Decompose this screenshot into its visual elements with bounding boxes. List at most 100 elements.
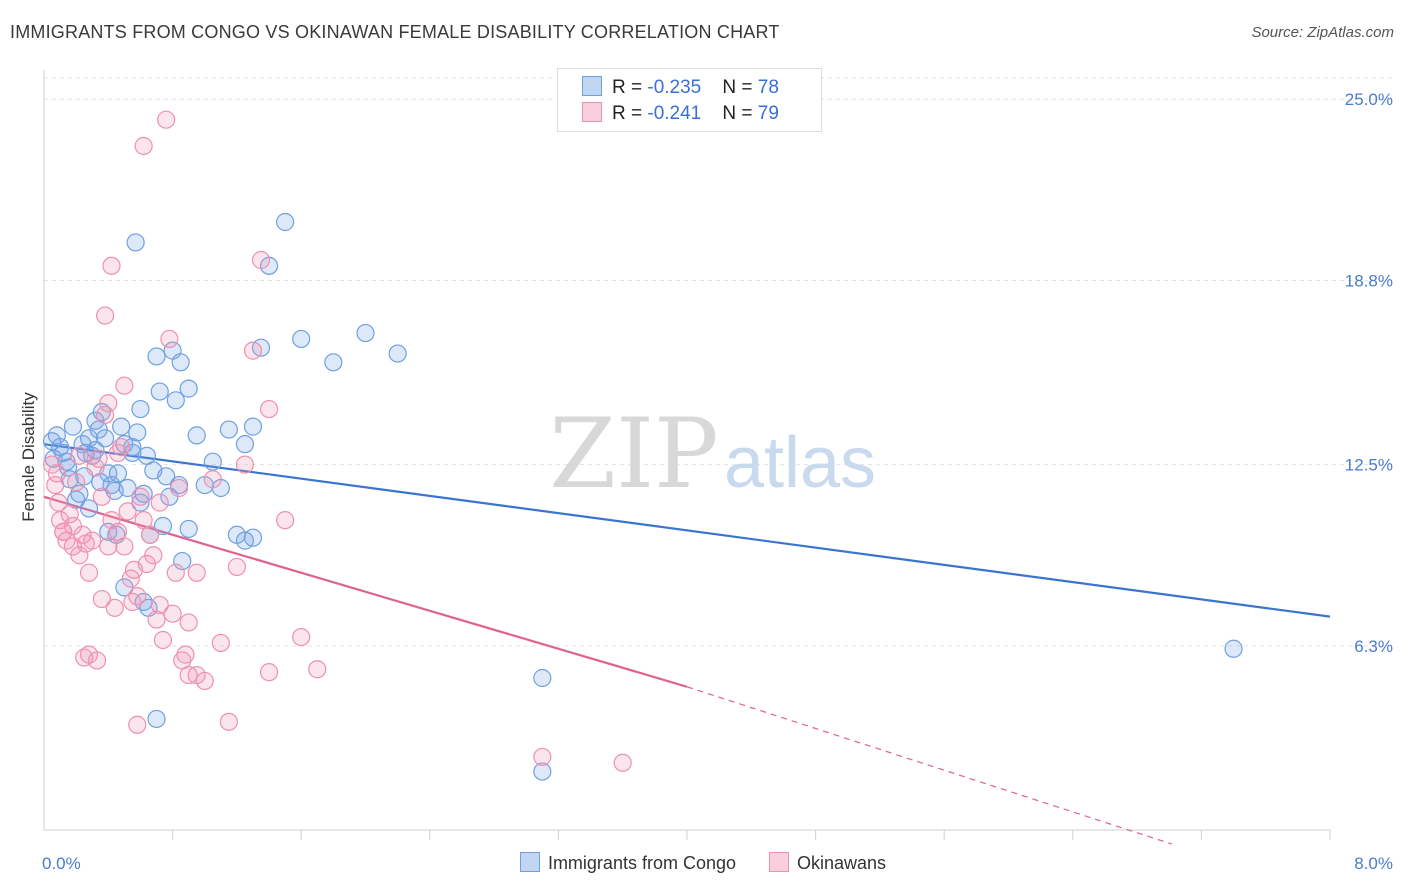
point-okinawans bbox=[150, 595, 169, 615]
point-okinawans bbox=[70, 546, 89, 565]
point-okinawans bbox=[128, 587, 147, 606]
data-points bbox=[42, 110, 1243, 781]
point-congo bbox=[63, 417, 83, 436]
point-okinawans bbox=[95, 306, 115, 325]
point-okinawans bbox=[67, 473, 86, 492]
point-congo bbox=[388, 344, 407, 363]
point-okinawans bbox=[147, 610, 166, 629]
point-congo bbox=[91, 473, 110, 492]
point-congo bbox=[153, 516, 173, 536]
point-okinawans bbox=[259, 663, 279, 682]
point-okinawans bbox=[179, 665, 198, 685]
watermark-zip: ZIP bbox=[549, 398, 718, 510]
legend-r-label: R = bbox=[612, 77, 648, 98]
legend-row-okinawans: R = -0.241 N = 79 bbox=[582, 102, 779, 126]
point-okinawans bbox=[179, 613, 198, 632]
y-tick-labels: 6.3% 12.5% 18.8% 25.0% bbox=[1345, 90, 1393, 656]
point-congo bbox=[112, 417, 131, 436]
point-okinawans bbox=[235, 455, 255, 474]
point-okinawans bbox=[251, 250, 271, 270]
legend-n-value-congo: 78 bbox=[757, 77, 779, 98]
point-okinawans bbox=[79, 563, 99, 582]
point-congo bbox=[126, 233, 145, 252]
point-congo bbox=[235, 435, 255, 454]
point-okinawans bbox=[144, 546, 163, 565]
point-congo bbox=[292, 329, 311, 349]
point-okinawans bbox=[243, 341, 263, 360]
stats-legend: R = -0.235 N = 78 R = -0.241 N = 79 bbox=[557, 68, 822, 132]
point-congo bbox=[203, 452, 222, 471]
legend-r-value-congo: -0.235 bbox=[647, 77, 702, 98]
point-okinawans bbox=[153, 630, 173, 650]
legend-r-value-okinawans: -0.241 bbox=[647, 103, 702, 124]
point-okinawans bbox=[187, 563, 206, 582]
point-okinawans bbox=[219, 712, 238, 731]
x-tick-label: 0.0% bbox=[42, 854, 81, 873]
point-congo bbox=[79, 499, 99, 518]
axes bbox=[43, 70, 1331, 840]
y-axis-label: Female Disability bbox=[19, 392, 38, 522]
point-okinawans bbox=[92, 589, 111, 609]
point-congo bbox=[166, 391, 185, 410]
point-okinawans bbox=[308, 660, 327, 679]
point-okinawans bbox=[533, 747, 552, 767]
point-okinawans bbox=[89, 449, 108, 468]
point-congo bbox=[356, 323, 375, 343]
point-congo bbox=[70, 484, 89, 503]
legend-label-congo: Immigrants from Congo bbox=[547, 853, 736, 873]
point-okinawans bbox=[276, 511, 295, 530]
point-okinawans bbox=[157, 110, 176, 129]
point-congo bbox=[173, 551, 192, 571]
point-okinawans bbox=[118, 502, 137, 521]
point-okinawans bbox=[176, 645, 195, 664]
point-congo bbox=[123, 443, 142, 463]
legend-swatch-okinawans bbox=[769, 852, 790, 872]
point-okinawans bbox=[54, 522, 73, 541]
point-congo bbox=[179, 519, 198, 539]
point-congo bbox=[533, 668, 552, 688]
point-okinawans bbox=[102, 511, 121, 530]
point-okinawans bbox=[131, 487, 150, 506]
point-okinawans bbox=[42, 455, 62, 474]
point-okinawans bbox=[115, 376, 134, 395]
point-congo bbox=[187, 426, 206, 445]
point-congo bbox=[533, 762, 552, 781]
point-congo bbox=[157, 467, 176, 486]
point-okinawans bbox=[99, 537, 118, 556]
point-okinawans bbox=[211, 633, 230, 653]
point-congo bbox=[235, 531, 255, 550]
trend-line-okinawans-extension bbox=[686, 686, 1172, 845]
watermark: ZIP atlas bbox=[549, 398, 876, 510]
trend-line-okinawans bbox=[43, 495, 688, 688]
point-okinawans bbox=[105, 598, 124, 617]
point-congo bbox=[118, 478, 137, 498]
legend-r-label: R = bbox=[612, 103, 648, 124]
legend-n-label: N = bbox=[722, 77, 758, 98]
legend-swatch-congo bbox=[582, 76, 602, 96]
legend-swatch-okinawans bbox=[582, 102, 602, 122]
point-okinawans bbox=[169, 478, 189, 498]
point-congo bbox=[99, 522, 118, 541]
point-congo bbox=[147, 709, 166, 729]
legend-n-label: N = bbox=[722, 103, 758, 124]
series-legend: Immigrants from Congo Okinawans bbox=[0, 852, 1406, 874]
point-okinawans bbox=[95, 405, 115, 425]
point-okinawans bbox=[166, 563, 185, 582]
point-okinawans bbox=[140, 525, 160, 544]
point-okinawans bbox=[60, 505, 79, 524]
x-tick-label: 8.0% bbox=[1354, 854, 1393, 873]
point-okinawans bbox=[613, 753, 632, 772]
point-okinawans bbox=[128, 715, 147, 734]
point-okinawans bbox=[292, 627, 311, 647]
point-congo bbox=[95, 429, 115, 448]
trend-line-congo bbox=[43, 443, 1331, 618]
point-congo bbox=[147, 347, 166, 366]
point-congo bbox=[131, 399, 150, 419]
chart-source: Source: ZipAtlas.com bbox=[1251, 24, 1394, 41]
y-tick-label: 6.3% bbox=[1354, 637, 1393, 656]
point-okinawans bbox=[112, 437, 131, 457]
point-okinawans bbox=[150, 493, 169, 512]
y-tick-label: 25.0% bbox=[1345, 90, 1393, 109]
legend-item-congo: Immigrants from Congo bbox=[519, 852, 736, 874]
